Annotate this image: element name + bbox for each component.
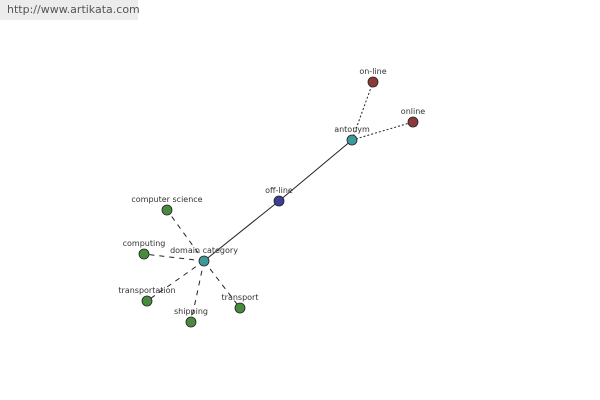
edge-domain-category-computing xyxy=(143,253,205,262)
node-label-antonym: antonym xyxy=(334,125,370,134)
node-domain-category[interactable] xyxy=(198,255,210,267)
edge-domain-category-computer-science xyxy=(166,209,205,262)
node-label-online: online xyxy=(401,107,425,116)
node-label-transportation: transportation xyxy=(118,286,175,295)
node-off-line[interactable] xyxy=(273,195,285,207)
node-on-line[interactable] xyxy=(367,76,379,88)
node-label-on-line: on-line xyxy=(359,67,386,76)
node-transportation[interactable] xyxy=(141,295,153,307)
edge-off-line-domain-category xyxy=(203,200,280,262)
edge-off-line-antonym xyxy=(278,139,353,202)
node-label-domain-category: domain category xyxy=(170,246,238,255)
node-shipping[interactable] xyxy=(185,316,197,328)
edge-domain-category-transportation xyxy=(146,260,205,302)
node-label-shipping: shipping xyxy=(174,307,208,316)
edge-antonym-online xyxy=(351,121,414,141)
node-label-computing: computing xyxy=(123,239,166,248)
watermark-url: http://www.artikata.com xyxy=(0,0,140,20)
node-antonym[interactable] xyxy=(346,134,358,146)
node-computer-science[interactable] xyxy=(161,204,173,216)
node-online[interactable] xyxy=(407,116,419,128)
node-computing[interactable] xyxy=(138,248,150,260)
edge-domain-category-shipping xyxy=(190,260,205,323)
node-label-transport: transport xyxy=(222,293,259,302)
node-transport[interactable] xyxy=(234,302,246,314)
node-label-off-line: off-line xyxy=(265,186,293,195)
node-label-computer-science: computer science xyxy=(131,195,202,204)
